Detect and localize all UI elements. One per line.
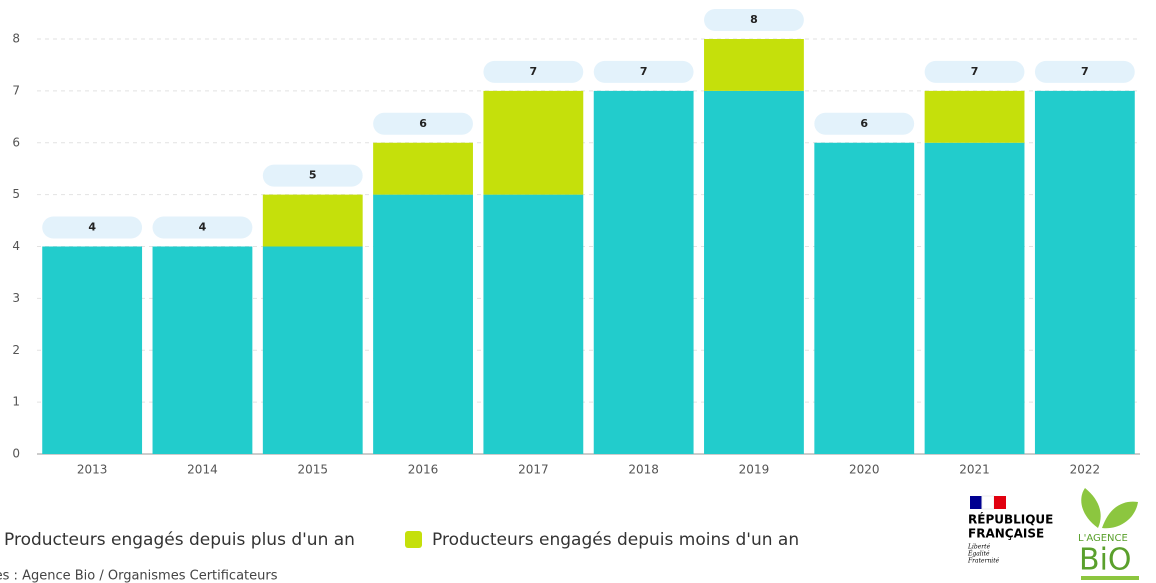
flag-blue [970, 496, 982, 509]
bar-segment [483, 90, 584, 195]
logo-agence-bio: L'AGENCE BiO [1078, 488, 1139, 580]
total-label: 7 [640, 65, 648, 78]
y-tick-label: 3 [12, 291, 20, 305]
bar-segment [924, 90, 1025, 143]
x-tick-label: 2021 [959, 463, 990, 477]
logo-devise: Liberté [967, 544, 991, 551]
total-label: 4 [88, 221, 96, 234]
legend-label: Producteurs engagés depuis moins d'un an [432, 530, 799, 550]
x-tick-label: 2019 [739, 463, 770, 477]
logo-bar [1081, 576, 1139, 580]
bar-segment [42, 246, 143, 454]
bar-segment [924, 142, 1025, 454]
total-pill [924, 60, 1025, 83]
total-pill [262, 164, 363, 187]
bar-segment [704, 90, 804, 454]
total-label: 7 [1081, 65, 1089, 78]
flag-red [994, 496, 1006, 509]
bar-segment [814, 142, 915, 454]
y-tick-label: 5 [12, 187, 20, 201]
y-tick-label: 1 [12, 395, 20, 409]
bar-segment [262, 194, 363, 247]
y-tick-label: 2 [12, 343, 20, 357]
total-pill [1034, 60, 1135, 83]
logo-text: BiO [1079, 543, 1132, 578]
x-tick-label: 2015 [297, 463, 328, 477]
x-tick-label: 2016 [408, 463, 439, 477]
bar-segment [1034, 90, 1135, 454]
total-pill [704, 9, 804, 31]
y-tick-label: 4 [12, 239, 20, 253]
x-tick-label: 2017 [518, 463, 549, 477]
leaf [1081, 488, 1101, 528]
x-tick-label: 2022 [1070, 463, 1101, 477]
total-pill [42, 216, 143, 239]
total-pill [373, 112, 473, 135]
total-label: 7 [530, 65, 538, 78]
flag-white [981, 495, 995, 510]
total-pill [152, 216, 253, 239]
x-tick-label: 2014 [187, 463, 218, 477]
x-tick-label: 2013 [77, 463, 108, 477]
y-tick-label: 0 [12, 447, 20, 461]
y-tick-label: 7 [12, 83, 20, 97]
legend-swatch [405, 531, 422, 548]
total-pill [814, 112, 915, 135]
y-tick-label: 8 [12, 32, 20, 46]
bar-segment [373, 142, 473, 195]
legend-label: Producteurs engagés depuis plus d'un an [4, 530, 355, 550]
bar-segment [483, 194, 584, 454]
total-label: 8 [750, 13, 758, 26]
logo-text: FRANÇAISE [968, 527, 1044, 541]
x-tick-label: 2018 [628, 463, 659, 477]
leaf [1102, 501, 1138, 529]
bar-segment [373, 194, 473, 454]
logo-devise: Fraternité [967, 558, 1000, 565]
y-tick-label: 6 [12, 135, 20, 149]
logo-text: RÉPUBLIQUE [968, 512, 1053, 527]
total-label: 6 [419, 117, 427, 130]
total-label: 7 [971, 65, 979, 78]
x-tick-label: 2020 [849, 463, 880, 477]
logo-republique: RÉPUBLIQUE FRANÇAISE Liberté Égalité Fra… [967, 495, 1053, 565]
total-label: 6 [860, 117, 868, 130]
total-label: 5 [309, 169, 317, 182]
total-label: 4 [199, 221, 207, 234]
source: Sources : Agence Bio / Organismes Certif… [0, 569, 278, 583]
bar-segment [593, 90, 694, 454]
total-pill [593, 60, 694, 83]
bar-segment [152, 246, 253, 454]
logo-devise: Égalité [967, 550, 990, 558]
bar-segment [704, 39, 804, 91]
logo-text: L'AGENCE [1078, 533, 1128, 544]
total-pill [483, 60, 584, 83]
bar-segment [262, 246, 363, 454]
